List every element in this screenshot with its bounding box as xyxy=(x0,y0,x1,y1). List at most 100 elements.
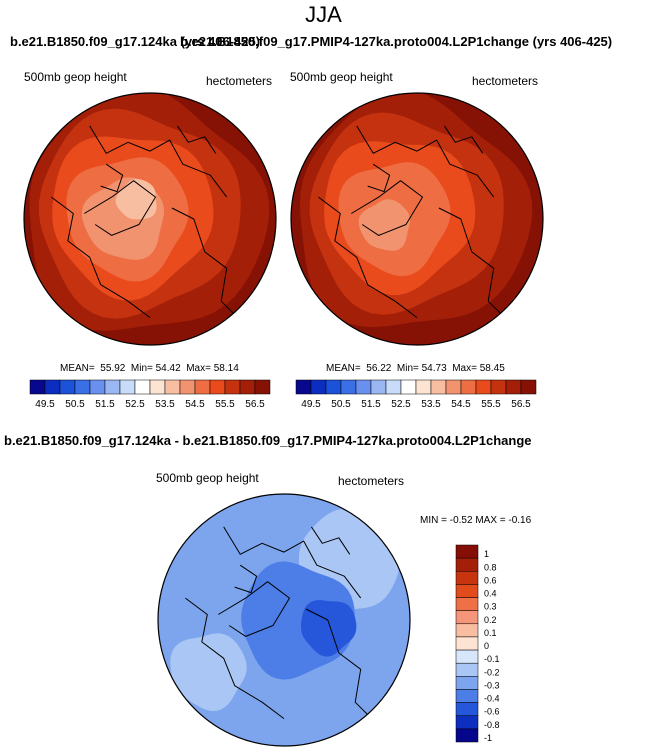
panel2-variable-label: 500mb geop height xyxy=(290,70,393,84)
colorbar-3-tick: -0.3 xyxy=(484,680,500,690)
colorbar-3-bin xyxy=(455,584,479,598)
colorbar-2-bin xyxy=(505,379,522,395)
colorbar-3-tick: 0.6 xyxy=(484,575,497,585)
colorbar-3-bin xyxy=(455,597,479,611)
coastline-5 xyxy=(443,125,484,154)
map-outline xyxy=(23,92,277,346)
colorbar-2-bin xyxy=(490,379,507,395)
map-2-fill xyxy=(291,93,543,345)
diff-units-label: hectometers xyxy=(338,474,405,488)
colorbar-2-bin xyxy=(460,379,477,395)
colorbar-3-bin xyxy=(455,676,479,690)
colorbar-2-bin xyxy=(430,379,447,395)
colorbar-2-bin xyxy=(295,379,312,395)
colorbar-3-bin xyxy=(455,610,479,625)
colorbar-1-bin xyxy=(239,379,256,395)
colorbar-2: 49.5 50.5 51.5 52.5 53.5 54.5 55.5 56.5 xyxy=(295,379,537,410)
coastline-3 xyxy=(218,581,290,637)
colorbar-1-bin xyxy=(194,379,211,395)
colorbar-2-bin xyxy=(340,379,357,395)
colorbar-3-bin xyxy=(455,649,479,664)
coastline-0 xyxy=(223,526,362,599)
colorbar-1-tick: 53.5 xyxy=(155,399,175,410)
colorbar-3-tick: 0.8 xyxy=(484,562,497,572)
colorbar-2-tick: 53.5 xyxy=(421,399,441,410)
colorbar-1-tick: 52.5 xyxy=(125,399,145,410)
coastline-5 xyxy=(310,526,351,555)
colorbar-1-bin xyxy=(74,379,91,395)
colorbar-3-tick: -0.1 xyxy=(484,654,500,664)
coastline-2 xyxy=(438,207,506,318)
colorbar-2-bin xyxy=(400,379,417,395)
colorbar-1-bin xyxy=(59,379,76,395)
map-1 xyxy=(23,92,277,346)
colorbar-1-tick: 55.5 xyxy=(215,399,235,410)
colorbar-2-bin xyxy=(475,379,492,395)
colorbar-2-bin xyxy=(355,379,372,395)
colorbar-3-tick: -0.2 xyxy=(484,667,500,677)
colorbar-1: 49.5 50.5 51.5 52.5 53.5 54.5 55.5 56.5 xyxy=(29,379,271,410)
panel2-units-label: hectometers xyxy=(472,74,539,88)
coastline-1 xyxy=(318,196,418,319)
colorbar-3-tick: 0.3 xyxy=(484,602,497,612)
colorbar-2-tick: 50.5 xyxy=(331,399,351,410)
colorbar-3-bin xyxy=(455,557,479,572)
coastline-4 xyxy=(367,163,391,193)
coastline-4 xyxy=(234,564,258,594)
colorbar-3-tick: -0.6 xyxy=(484,707,500,717)
colorbar-2-bin xyxy=(310,379,327,395)
colorbar-1-tick: 54.5 xyxy=(185,399,205,410)
colorbar-2-bin xyxy=(325,379,342,395)
left-run-title: b.e21.B1850.f09_g17.124ka (yrs 406-425) xyxy=(10,34,261,49)
colorbar-2-bin xyxy=(385,379,402,395)
right-run-title: b.e21.B1850.f09_g17.PMIP4-127ka.proto004… xyxy=(180,34,613,49)
colorbar-2-tick: 51.5 xyxy=(361,399,381,410)
colorbar-1-bin xyxy=(179,379,196,395)
colorbar-1-bin xyxy=(29,379,46,395)
colorbar-1-tick: 49.5 xyxy=(35,399,55,410)
colorbar-3-bin xyxy=(455,728,479,743)
colorbar-1-tick: 50.5 xyxy=(65,399,85,410)
coastline-1 xyxy=(51,196,151,319)
colorbar-1-bin xyxy=(209,379,226,395)
map-outline xyxy=(290,92,544,346)
colorbar-1-bin xyxy=(119,379,136,395)
diff-title: b.e21.B1850.f09_g17.124ka - b.e21.B1850.… xyxy=(4,433,532,448)
map-outline xyxy=(157,493,411,747)
coastline-0 xyxy=(89,125,228,198)
coastline-1 xyxy=(185,597,285,720)
diff-variable-label: 500mb geop height xyxy=(156,471,259,485)
colorbar-3-tick: -0.4 xyxy=(484,694,500,704)
coastline-5 xyxy=(176,125,217,154)
colorbar-3-tick: 0.4 xyxy=(484,589,497,599)
colorbar-3-tick: 1 xyxy=(484,549,489,559)
map-3-fill xyxy=(158,494,410,746)
colorbar-2-bin xyxy=(370,379,387,395)
coastline-2 xyxy=(171,207,239,318)
colorbar-3-bin xyxy=(455,715,479,730)
colorbar-3-bin xyxy=(455,544,479,559)
colorbar-1-bin xyxy=(254,379,271,395)
contour-band xyxy=(358,199,410,251)
colorbar-1-bin xyxy=(149,379,166,395)
colorbar-3-tick: 0.2 xyxy=(484,615,497,625)
coastline-3 xyxy=(84,180,156,236)
colorbar-3-bin xyxy=(455,689,479,703)
contour-band xyxy=(170,633,247,712)
colorbar-1-tick: 51.5 xyxy=(95,399,115,410)
map-1-fill xyxy=(24,93,276,345)
colorbar-3-tick: 0 xyxy=(484,641,489,651)
colorbar-1-bin xyxy=(134,379,151,395)
colorbar-1-bin xyxy=(44,379,61,395)
colorbar-2-bin xyxy=(520,379,537,395)
colorbar-2-tick: 54.5 xyxy=(451,399,471,410)
colorbar-2-bin xyxy=(445,379,462,395)
colorbar-1-tick: 56.5 xyxy=(245,399,265,410)
colorbar-2-tick: 55.5 xyxy=(481,399,501,410)
season-title: JJA xyxy=(305,2,342,27)
colorbar-3-bin xyxy=(455,702,479,716)
coastline-0 xyxy=(356,125,495,198)
contour-band xyxy=(115,179,157,220)
panel1-units-label: hectometers xyxy=(206,74,273,88)
